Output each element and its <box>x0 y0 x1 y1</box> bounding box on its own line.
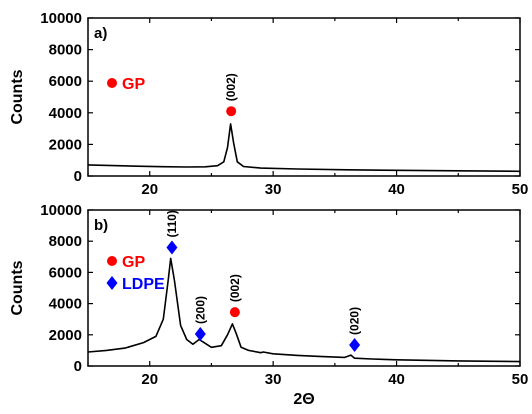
x-tick-label: 40 <box>388 371 405 388</box>
y-tick-label: 10000 <box>40 10 82 27</box>
x-tick-label: 20 <box>141 181 158 198</box>
peak-marker <box>226 106 237 117</box>
x-tick-label: 40 <box>388 181 405 198</box>
y-tick-label: 0 <box>74 358 82 375</box>
x-tick-label: 30 <box>265 181 282 198</box>
y-tick-label: 8000 <box>49 233 82 250</box>
y-tick-label: 6000 <box>49 264 82 281</box>
y-tick-label: 0 <box>74 168 82 185</box>
peak-label: (200) <box>193 296 207 324</box>
x-tick-label: 50 <box>512 181 529 198</box>
peak-marker <box>349 337 361 352</box>
y-tick-label: 4000 <box>49 105 82 122</box>
y-tick-label: 8000 <box>49 42 82 59</box>
peak-label: (110) <box>165 210 179 237</box>
legend-label: GP <box>122 76 145 93</box>
legend-marker <box>107 78 117 88</box>
x-tick-label: 30 <box>265 371 282 388</box>
peak-label: (002) <box>224 73 238 101</box>
xrd-pattern-line <box>87 123 521 173</box>
panel-a: 20 30 40 50 0 2000 4000 6000 8000 10000 Counts a) (0… <box>9 10 528 198</box>
x-axis-title: 2Θ <box>293 391 314 408</box>
xrd-pattern-line <box>87 257 521 363</box>
y-tick-label: 6000 <box>49 73 82 90</box>
plot-frame <box>87 17 521 177</box>
y-tick-label: 10000 <box>40 202 82 219</box>
x-tick-label: 20 <box>141 371 158 388</box>
panel-b: 20 30 40 50 0 2000 4000 6000 8000 10000 Counts 2Θ b)… <box>9 202 528 408</box>
peak-label: (020) <box>348 307 362 335</box>
legend-label: GP <box>122 254 145 271</box>
peak-label: (002) <box>228 274 242 302</box>
peak-marker <box>166 240 178 255</box>
panel-label: b) <box>94 217 108 234</box>
plot-frame <box>87 209 521 367</box>
peak-marker <box>229 307 240 318</box>
legend-marker <box>107 256 117 266</box>
peak-marker <box>194 327 206 342</box>
y-axis-title: Counts <box>9 260 26 315</box>
x-tick-label: 50 <box>512 371 529 388</box>
legend-label: LDPE <box>122 276 165 293</box>
y-tick-label: 4000 <box>49 296 82 313</box>
y-tick-label: 2000 <box>49 327 82 344</box>
panel-label: a) <box>94 25 107 42</box>
y-axis-title: Counts <box>9 69 26 124</box>
y-tick-label: 2000 <box>49 136 82 153</box>
legend-marker <box>106 276 118 290</box>
